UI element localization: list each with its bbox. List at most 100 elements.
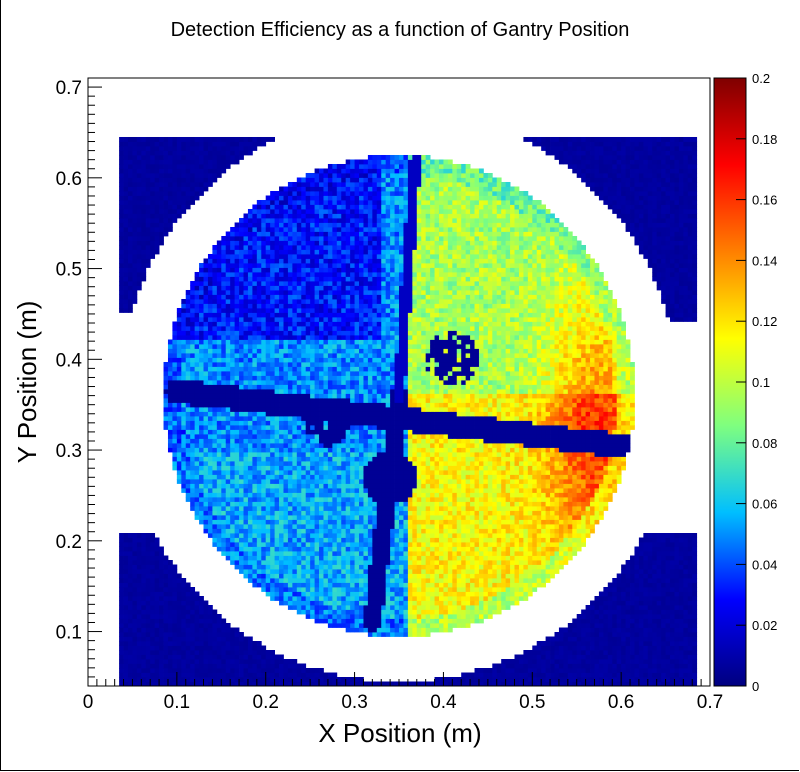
heatmap-cell xyxy=(154,681,160,687)
heatmap-cell xyxy=(412,578,418,583)
heatmap-cell xyxy=(496,478,502,484)
heatmap-cell xyxy=(252,641,258,646)
heatmap-cell xyxy=(145,663,151,669)
heatmap-cell xyxy=(501,469,507,475)
heatmap-cell xyxy=(225,533,231,538)
heatmap-cell xyxy=(212,681,218,687)
heatmap-cell xyxy=(252,668,258,673)
heatmap-cell xyxy=(274,496,280,502)
heatmap-cell xyxy=(332,551,338,556)
heatmap-cell xyxy=(323,587,329,592)
heatmap-cell xyxy=(283,501,289,507)
heatmap-cell xyxy=(119,551,124,556)
heatmap-cell xyxy=(630,609,635,615)
heatmap-cell xyxy=(567,636,573,642)
heatmap-cell xyxy=(567,551,573,556)
heatmap-cell xyxy=(616,609,622,615)
heatmap-cell xyxy=(550,474,555,480)
heatmap-cell xyxy=(590,663,595,669)
heatmap-cell xyxy=(327,569,333,574)
heatmap-cell xyxy=(185,672,191,678)
heatmap-cell xyxy=(430,609,435,615)
heatmap-cell xyxy=(225,668,231,673)
heatmap-cell xyxy=(505,681,511,687)
heatmap-cell xyxy=(301,519,307,525)
heatmap-cell xyxy=(563,515,569,520)
heatmap-cell xyxy=(661,587,666,592)
heatmap-cell xyxy=(314,591,320,597)
heatmap-cell xyxy=(305,605,311,610)
heatmap-cell xyxy=(274,506,280,511)
heatmap-cell xyxy=(416,609,422,615)
heatmap-cell xyxy=(154,614,160,619)
heatmap-cell xyxy=(332,456,338,462)
heatmap-cell xyxy=(594,632,600,637)
heatmap-cell xyxy=(265,460,271,466)
heatmap-cell xyxy=(332,596,338,601)
heatmap-cell xyxy=(154,573,160,579)
heatmap-cell xyxy=(647,591,653,597)
heatmap-cell xyxy=(341,519,347,525)
heatmap-cell xyxy=(394,618,400,624)
heatmap-cell xyxy=(630,645,635,651)
heatmap-cell xyxy=(683,677,689,682)
heatmap-cell xyxy=(279,506,284,511)
heatmap-cell xyxy=(163,596,169,601)
heatmap-cell xyxy=(381,460,387,466)
heatmap-cell xyxy=(412,614,418,619)
heatmap-cell xyxy=(461,515,467,520)
heatmap-cell xyxy=(310,560,315,565)
heatmap-cell xyxy=(385,492,391,498)
heatmap-cell xyxy=(421,609,427,615)
heatmap-cell xyxy=(167,582,173,588)
heatmap-cell xyxy=(332,519,338,525)
heatmap-cell xyxy=(678,533,684,538)
heatmap-cell xyxy=(621,681,626,687)
heatmap-cell xyxy=(167,578,173,583)
heatmap-cell xyxy=(443,469,449,475)
heatmap-cell xyxy=(430,578,435,583)
heatmap-cell xyxy=(496,510,502,516)
heatmap-cell xyxy=(514,578,520,583)
heatmap-cell xyxy=(687,533,693,538)
heatmap-cell xyxy=(656,600,662,606)
heatmap-cell xyxy=(607,587,613,592)
heatmap-cell xyxy=(612,451,618,457)
heatmap-cell xyxy=(363,596,369,601)
heatmap-cell xyxy=(541,456,547,462)
heatmap-cell xyxy=(385,582,391,588)
heatmap-cell xyxy=(390,551,395,556)
heatmap-cell xyxy=(247,506,253,511)
heatmap-cell xyxy=(550,537,555,543)
heatmap-cell xyxy=(230,469,236,475)
heatmap-cell xyxy=(345,582,351,588)
heatmap-cell xyxy=(341,578,347,583)
heatmap-cell xyxy=(199,510,204,516)
heatmap-cell xyxy=(527,487,533,493)
heatmap-cell xyxy=(216,469,222,475)
heatmap-cell xyxy=(430,501,435,507)
heatmap-cell xyxy=(167,605,173,610)
heatmap-cell xyxy=(394,596,400,601)
heatmap-cell xyxy=(345,623,351,628)
heatmap-cell xyxy=(336,515,342,520)
heatmap-cell xyxy=(594,474,600,480)
heatmap-cell xyxy=(621,609,626,615)
heatmap-cell xyxy=(332,677,338,682)
heatmap-cell xyxy=(354,519,360,525)
heatmap-cell xyxy=(319,524,324,529)
heatmap-cell xyxy=(225,524,231,529)
heatmap-cell xyxy=(234,627,240,633)
heatmap-cell xyxy=(212,645,218,651)
heatmap-cell xyxy=(425,460,431,466)
heatmap-cell xyxy=(465,596,471,601)
heatmap-cell xyxy=(545,650,551,655)
heatmap-cell xyxy=(323,537,329,543)
heatmap-cell xyxy=(194,641,200,646)
heatmap-cell xyxy=(434,596,440,601)
heatmap-cell xyxy=(163,663,169,669)
heatmap-cell xyxy=(434,569,440,574)
heatmap-cell xyxy=(603,668,609,673)
heatmap-cell xyxy=(141,560,147,565)
heatmap-cell xyxy=(438,569,444,574)
